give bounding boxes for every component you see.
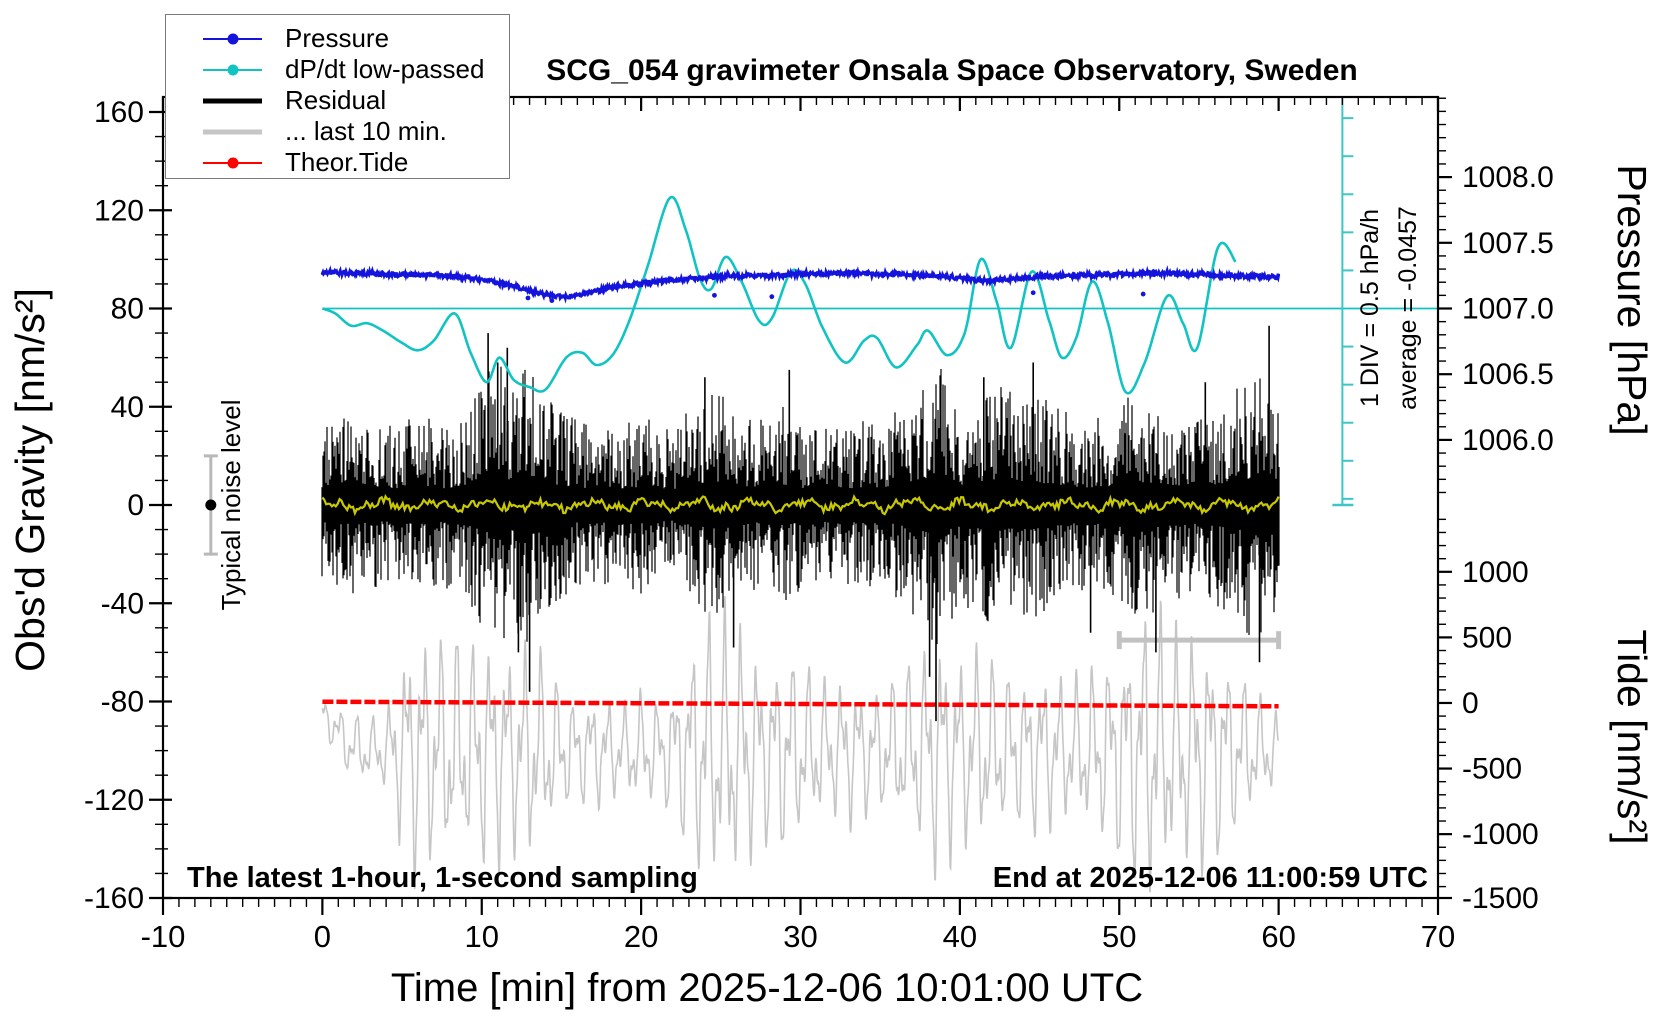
legend-item-last10: ... last 10 min. bbox=[203, 116, 505, 147]
legend-item-residual: Residual bbox=[203, 85, 505, 116]
svg-text:-10: -10 bbox=[141, 919, 186, 954]
chart-title: SCG_054 gravimeter Onsala Space Observat… bbox=[546, 54, 1358, 87]
svg-text:1006.5: 1006.5 bbox=[1462, 358, 1554, 391]
legend-sample-pressure bbox=[203, 33, 262, 45]
svg-text:-80: -80 bbox=[101, 686, 144, 719]
legend-label: ... last 10 min. bbox=[285, 116, 447, 146]
legend-item-tide: Theor.Tide bbox=[203, 147, 505, 178]
svg-text:70: 70 bbox=[1421, 919, 1455, 954]
svg-text:-160: -160 bbox=[84, 882, 144, 915]
scale-bar-label: 1 DIV = 0.5 hPa/h bbox=[1356, 209, 1384, 407]
y-axis-label-gravity: Obs'd Gravity [nm/s²] bbox=[7, 288, 53, 672]
noise-level-label: Typical noise level bbox=[216, 400, 246, 611]
svg-text:-1000: -1000 bbox=[1462, 818, 1539, 851]
svg-text:20: 20 bbox=[624, 919, 658, 954]
svg-text:80: 80 bbox=[111, 293, 144, 326]
legend-label: dP/dt low-passed bbox=[285, 54, 485, 84]
scale-bar-average-label: average = -0.0457 bbox=[1394, 206, 1422, 410]
legend-sample-tide bbox=[203, 157, 262, 169]
svg-text:160: 160 bbox=[94, 96, 144, 129]
axes-frame bbox=[149, 95, 1452, 915]
svg-text:1007.0: 1007.0 bbox=[1462, 293, 1554, 326]
svg-text:500: 500 bbox=[1462, 621, 1512, 654]
svg-text:0: 0 bbox=[127, 489, 144, 522]
svg-text:1000: 1000 bbox=[1462, 556, 1529, 589]
legend: Pressure dP/dt low-passed Residual ... l… bbox=[165, 14, 510, 179]
svg-text:0: 0 bbox=[314, 919, 331, 954]
svg-text:-500: -500 bbox=[1462, 753, 1522, 786]
x-axis-label: Time [min] from 2025-12-06 10:01:00 UTC bbox=[391, 966, 1143, 1010]
svg-text:40: 40 bbox=[943, 919, 977, 954]
svg-text:120: 120 bbox=[94, 194, 144, 227]
svg-text:60: 60 bbox=[1261, 919, 1295, 954]
legend-sample-dpdt bbox=[203, 64, 262, 76]
svg-text:1007.5: 1007.5 bbox=[1462, 227, 1554, 260]
svg-text:10: 10 bbox=[465, 919, 499, 954]
svg-text:-40: -40 bbox=[101, 587, 144, 620]
end-time-note: End at 2025-12-06 11:00:59 UTC bbox=[993, 862, 1428, 894]
svg-text:40: 40 bbox=[111, 391, 144, 424]
svg-text:-1500: -1500 bbox=[1462, 882, 1539, 915]
legend-label: Pressure bbox=[285, 23, 390, 53]
svg-text:1006.0: 1006.0 bbox=[1462, 424, 1554, 457]
series-layer bbox=[320, 195, 1282, 893]
svg-text:0: 0 bbox=[1462, 687, 1479, 720]
legend-sample-residual bbox=[203, 95, 262, 107]
tick-labels: -10 0 10 20 30 40 50 60 70 160 120 80 40 0 -40 -80 -120 -… bbox=[84, 96, 1554, 954]
svg-text:1008.0: 1008.0 bbox=[1462, 161, 1554, 194]
legend-label: Residual bbox=[285, 85, 387, 115]
legend-label: Theor.Tide bbox=[285, 147, 409, 177]
y-axis-label-tide: Tide [nm/s²] bbox=[1609, 630, 1655, 845]
sampling-note: The latest 1-hour, 1-second sampling bbox=[187, 862, 698, 894]
svg-text:50: 50 bbox=[1102, 919, 1136, 954]
legend-item-pressure: Pressure bbox=[203, 23, 505, 54]
svg-text:-120: -120 bbox=[84, 784, 144, 817]
svg-text:30: 30 bbox=[783, 919, 817, 954]
annotation-layer bbox=[203, 97, 1438, 556]
legend-sample-last10 bbox=[203, 126, 262, 138]
y-axis-label-pressure: Pressure [hPa] bbox=[1609, 164, 1655, 435]
legend-item-dpdt: dP/dt low-passed bbox=[203, 54, 505, 85]
